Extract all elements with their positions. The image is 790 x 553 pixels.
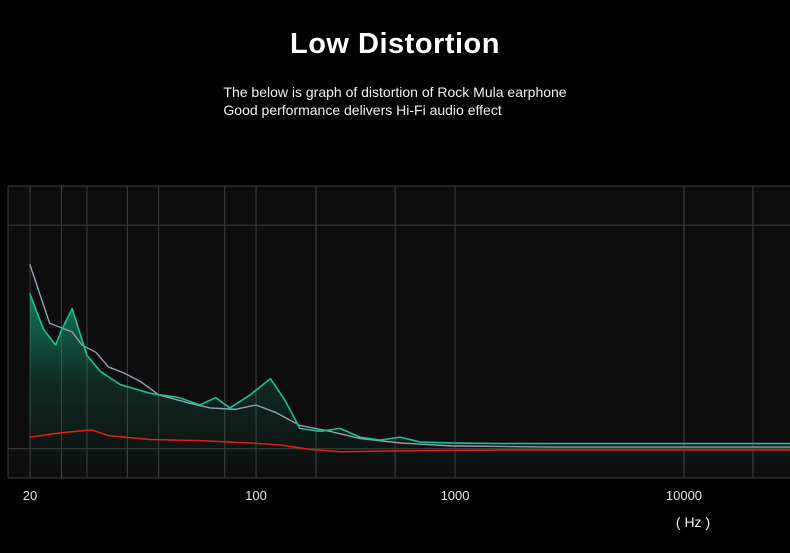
x-tick-100: 100 bbox=[245, 488, 267, 503]
chart-area: 20 100 1000 10000 ( Hz ) bbox=[0, 180, 790, 553]
page-title: Low Distortion bbox=[290, 28, 500, 60]
chart-description: The below is graph of distortion of Rock… bbox=[0, 83, 790, 120]
curve-distortion-green bbox=[29, 293, 790, 445]
x-tick-1000: 1000 bbox=[440, 488, 470, 503]
x-tick-20: 20 bbox=[22, 488, 38, 503]
x-axis-unit: ( Hz ) bbox=[675, 514, 711, 530]
description-line-2: Good performance delivers Hi-Fi audio ef… bbox=[223, 102, 502, 119]
curve-distortion-red bbox=[29, 429, 790, 453]
chart-description-text: The below is graph of distortion of Rock… bbox=[223, 83, 566, 120]
x-axis-ticks: 20 100 1000 10000 bbox=[0, 488, 790, 508]
distortion-chart bbox=[7, 185, 790, 479]
description-line-1: The below is graph of distortion of Rock… bbox=[223, 84, 567, 100]
area-fill-distortion-green bbox=[30, 294, 790, 478]
x-tick-10000: 10000 bbox=[665, 488, 703, 503]
